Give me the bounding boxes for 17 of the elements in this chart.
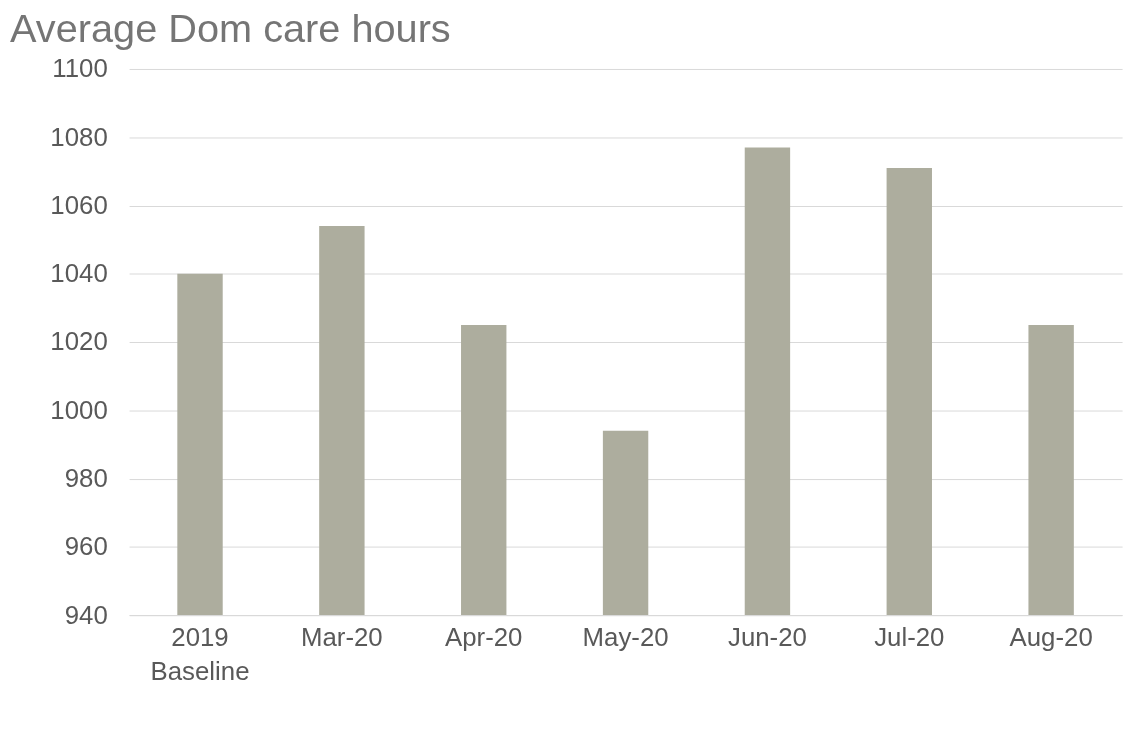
y-tick-label: 1020 [50,327,108,356]
x-tick-label: Apr-20 [445,623,523,652]
x-tick-label: Jun-20 [727,623,807,652]
y-tick-label: 1000 [50,395,108,424]
x-tick-label: Mar-20 [301,623,383,652]
y-tick-label: 1100 [52,54,108,83]
chart-title: Average Dom care hours [10,6,451,51]
x-tick-label: 2019 Baseline [150,623,250,686]
y-tick-label: 980 [64,464,108,492]
y-tick-label: 1080 [50,122,108,151]
y-tick-label: 1060 [50,190,108,219]
x-tick-label: Jul-20 [874,623,945,652]
y-tick-label: 940 [64,600,108,629]
x-tick-label: May-20 [582,623,669,652]
y-tick-label: 1040 [50,259,108,288]
y-tick-label: 960 [64,532,108,561]
x-tick-label: Aug-20 [1009,623,1093,652]
